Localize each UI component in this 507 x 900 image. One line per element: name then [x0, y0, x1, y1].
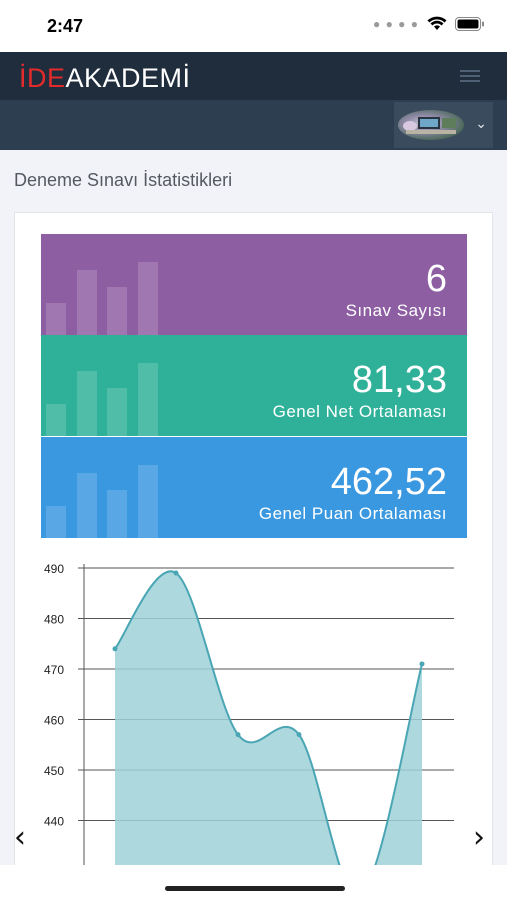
logo-red-text: İDE — [19, 63, 66, 93]
avatar — [398, 110, 464, 140]
chevron-down-icon: ⌄ — [475, 115, 487, 131]
y-tick-label: 470 — [44, 663, 64, 677]
bar-decoration-icon — [41, 438, 171, 538]
y-tick-label: 460 — [44, 714, 64, 728]
stat-label: Genel Puan Ortalaması — [258, 504, 447, 523]
data-point[interactable] — [296, 732, 302, 738]
stat-exam-count: 6 Sınav Sayısı — [41, 234, 467, 335]
status-bar: 2:47 ● ● ● ● — [0, 0, 507, 52]
app-logo[interactable]: İDEAKADEMİ — [19, 63, 191, 94]
stat-label: Genel Net Ortalaması — [272, 402, 447, 421]
status-icons: ● ● ● ● — [373, 16, 485, 31]
area-fill — [115, 571, 422, 865]
stat-net-average: 81,33 Genel Net Ortalaması — [41, 335, 467, 436]
home-indicator[interactable] — [165, 886, 345, 891]
wifi-icon — [427, 16, 447, 30]
y-tick-label: 480 — [44, 613, 64, 627]
hamburger-icon[interactable] — [460, 70, 480, 84]
page-title: Deneme Sınavı İstatistikleri — [14, 170, 233, 190]
data-point[interactable] — [173, 570, 179, 576]
stat-value: 81,33 — [351, 359, 447, 401]
status-time: 2:47 — [47, 16, 84, 36]
stat-label: Sınav Sayısı — [345, 301, 447, 320]
data-point[interactable] — [112, 646, 118, 652]
chevron-left-icon[interactable]: ‹ — [14, 820, 26, 855]
y-tick-label: 490 — [44, 562, 64, 576]
logo-white-text: AKADEMİ — [65, 63, 191, 93]
y-tick-label: 440 — [44, 815, 64, 829]
bar-decoration-icon — [41, 235, 171, 335]
chevron-right-icon[interactable]: › — [473, 820, 485, 855]
bar-decoration-icon — [41, 336, 171, 436]
stat-value: 6 — [425, 258, 447, 300]
data-point[interactable] — [235, 732, 241, 738]
data-point[interactable] — [419, 661, 425, 667]
top-navbar: İDEAKADEMİ — [0, 52, 507, 100]
battery-icon — [455, 16, 484, 31]
user-bar: ⌄ — [0, 100, 507, 150]
stat-value: 462,52 — [330, 461, 447, 503]
home-area — [0, 865, 507, 900]
stat-score-average: 462,52 Genel Puan Ortalaması — [41, 437, 467, 538]
user-menu-button[interactable]: ⌄ — [394, 102, 493, 148]
score-chart: 490 480 470 460 450 440 — [44, 562, 454, 865]
y-tick-label: 450 — [44, 764, 64, 778]
cellular-dots-icon: ● ● ● ● — [373, 16, 419, 31]
